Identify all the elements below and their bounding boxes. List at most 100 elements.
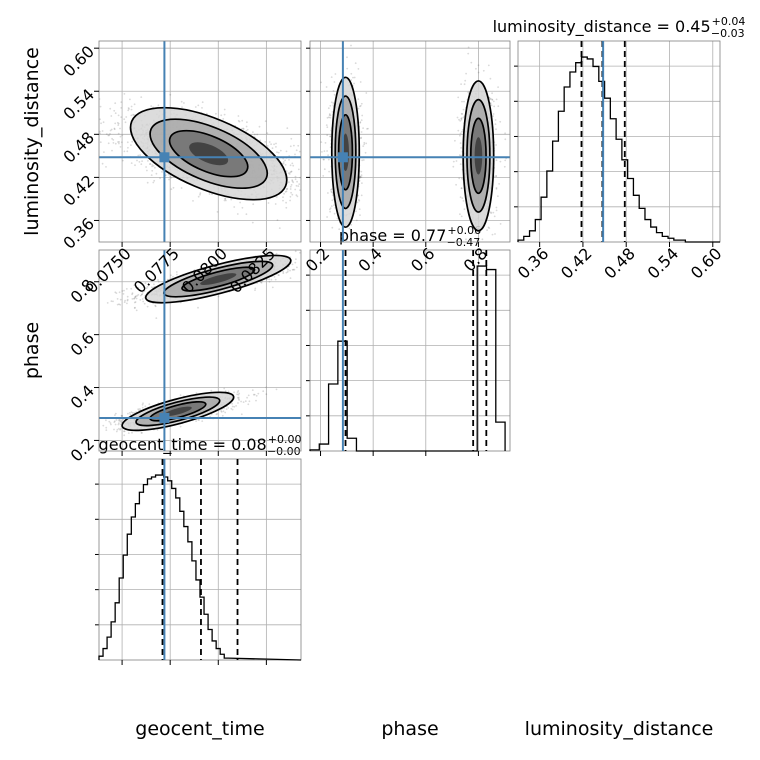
sample-point [265, 386, 268, 389]
sample-point [107, 134, 110, 137]
sample-point [117, 423, 120, 426]
sample-point [99, 132, 101, 135]
sample-point [121, 415, 123, 417]
sample-point [126, 295, 129, 298]
sample-point [138, 409, 140, 412]
sample-point [265, 393, 268, 396]
sample-point [289, 269, 291, 272]
sample-point [141, 293, 143, 296]
sample-point [289, 171, 292, 174]
sample-point [279, 149, 282, 152]
sample-point [154, 305, 157, 308]
sample-point [221, 414, 224, 417]
sample-point [109, 107, 112, 110]
sample-point [227, 407, 230, 409]
sample-point [130, 114, 133, 117]
sample-point [245, 213, 248, 216]
sample-point [141, 160, 144, 163]
density-level-0-3 [189, 142, 229, 166]
sample-point [161, 171, 163, 173]
sample-point [233, 405, 236, 408]
sample-point [275, 142, 277, 145]
sample-point [151, 169, 154, 172]
sample-point [123, 118, 126, 121]
sample-point [254, 287, 257, 290]
sample-point [126, 299, 129, 302]
sample-point [252, 131, 254, 134]
sample-point [338, 246, 340, 248]
sample-point [237, 398, 240, 400]
sample-point [359, 105, 361, 108]
sample-point [170, 188, 173, 191]
sample-point [137, 154, 140, 157]
sample-point [304, 187, 306, 189]
sample-point [238, 399, 241, 401]
sample-point [329, 210, 331, 213]
sample-point [119, 421, 122, 423]
sample-point [133, 307, 136, 309]
sample-point [299, 251, 301, 254]
sample-point [201, 101, 204, 104]
contour-0-2 [181, 266, 256, 292]
panel-phase-vs-luminosity_distance [310, 41, 510, 242]
sample-point [195, 420, 198, 422]
sample-point [227, 390, 230, 393]
sample-point [120, 141, 123, 144]
sample-point [116, 121, 119, 124]
sample-point [192, 200, 194, 202]
sample-point [304, 248, 306, 250]
sample-point [110, 300, 113, 303]
sample-point [119, 423, 122, 426]
sample-point [117, 122, 120, 125]
sample-point [114, 142, 117, 145]
sample-point [114, 414, 116, 416]
sample-point [268, 141, 271, 143]
sample-point [247, 394, 250, 397]
sample-point [260, 281, 262, 284]
sample-point [148, 403, 151, 405]
sample-point [113, 127, 116, 130]
sample-point [117, 114, 120, 117]
sample-point [266, 145, 269, 147]
sample-point [295, 194, 298, 197]
sample-point [254, 289, 256, 291]
sample-point [237, 390, 240, 392]
sample-point [285, 150, 288, 153]
sample-point [197, 419, 200, 421]
sample-point [142, 300, 145, 303]
sample-point [122, 418, 125, 421]
sample-point [236, 213, 239, 215]
sample-point [350, 229, 353, 232]
histogram-luminosity_distance [517, 56, 720, 243]
sample-point [117, 141, 119, 143]
sample-point [294, 250, 297, 253]
sample-point [201, 420, 204, 422]
sample-point [286, 127, 289, 130]
sample-point [289, 195, 292, 198]
sample-point [113, 109, 116, 112]
sample-point [197, 104, 200, 107]
contour-0-2 [168, 129, 249, 178]
sample-point [133, 297, 136, 300]
sample-point [117, 132, 120, 135]
sample-point [149, 163, 151, 166]
sample-point [358, 208, 361, 211]
sample-point [127, 107, 130, 109]
sample-point [291, 180, 294, 183]
sample-point [183, 102, 185, 104]
sample-point [357, 107, 360, 110]
sample-point [99, 105, 102, 108]
sample-point [105, 419, 107, 422]
sample-point [111, 137, 113, 140]
sample-point [172, 275, 174, 278]
sample-point [120, 116, 123, 118]
sample-point [276, 219, 279, 222]
sample-point [179, 425, 182, 428]
sample-point [119, 427, 122, 430]
sample-point [139, 408, 141, 410]
sample-point [286, 270, 289, 273]
sample-point [237, 119, 240, 122]
sample-point [139, 299, 142, 301]
histogram-geocent_time [98, 474, 302, 661]
sample-point [359, 214, 361, 217]
